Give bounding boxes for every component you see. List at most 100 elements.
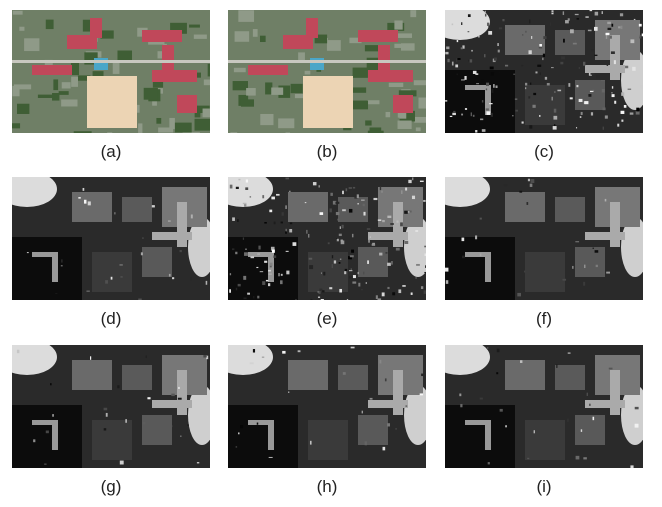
speckle xyxy=(272,250,275,253)
speckle xyxy=(591,112,593,115)
speckle xyxy=(575,241,579,242)
region xyxy=(142,415,172,445)
speckle xyxy=(545,77,547,80)
speckle xyxy=(365,441,367,445)
speckle xyxy=(330,208,332,212)
speckle xyxy=(373,198,377,200)
tree xyxy=(234,68,246,72)
speckle xyxy=(421,286,423,289)
speckle xyxy=(264,261,267,263)
region xyxy=(610,370,620,415)
speckle xyxy=(61,259,62,262)
speckle xyxy=(596,75,600,78)
image-panel xyxy=(12,177,210,300)
speckle xyxy=(120,461,124,465)
speckle xyxy=(298,350,301,352)
tree xyxy=(410,10,416,17)
speckle xyxy=(229,289,231,293)
tree xyxy=(394,20,402,29)
speckle xyxy=(632,67,635,71)
speckle xyxy=(614,101,616,104)
tree xyxy=(271,87,283,94)
image-panel xyxy=(445,177,643,300)
speckle xyxy=(497,43,499,46)
speckle xyxy=(269,210,272,213)
speckle xyxy=(346,188,348,191)
region xyxy=(393,370,403,415)
roof xyxy=(177,95,197,113)
speckle xyxy=(84,200,87,204)
speckle xyxy=(353,187,355,189)
speckle xyxy=(611,92,612,93)
tree xyxy=(260,36,266,42)
speckle xyxy=(420,181,424,182)
image-panel xyxy=(12,345,210,468)
speckle xyxy=(305,202,307,203)
region xyxy=(575,247,605,277)
roof xyxy=(358,30,398,42)
speckle xyxy=(244,252,248,256)
speckle xyxy=(473,115,475,117)
speckle xyxy=(453,111,455,113)
speckle xyxy=(639,35,641,39)
speckle xyxy=(530,83,531,85)
tree xyxy=(19,27,24,31)
speckle xyxy=(270,266,272,268)
tree xyxy=(113,62,120,74)
region xyxy=(358,247,388,277)
speckle xyxy=(570,29,574,33)
speckle xyxy=(552,97,553,101)
speckle xyxy=(636,111,640,115)
speckle xyxy=(180,436,181,437)
speckle xyxy=(528,96,530,98)
region xyxy=(505,360,545,390)
speckle xyxy=(594,55,597,56)
speckle xyxy=(335,202,339,204)
shadow xyxy=(445,70,515,133)
region xyxy=(308,252,348,292)
speckle xyxy=(90,356,91,359)
speckle xyxy=(342,225,344,229)
speckle xyxy=(339,234,342,236)
tree xyxy=(71,63,79,75)
speckle xyxy=(618,26,620,28)
speckle xyxy=(445,100,447,102)
speckle xyxy=(318,291,320,294)
speckle xyxy=(527,458,529,459)
speckle xyxy=(543,36,546,39)
speckle xyxy=(488,31,492,35)
speckle xyxy=(411,292,413,294)
tree xyxy=(12,123,20,128)
speckle xyxy=(588,94,591,97)
panel-label: (a) xyxy=(12,142,210,162)
tree xyxy=(253,29,258,37)
field xyxy=(303,76,353,128)
tree xyxy=(367,58,380,71)
speckle xyxy=(525,83,527,86)
tree xyxy=(17,104,29,114)
speckle xyxy=(521,65,523,66)
shadow xyxy=(228,237,298,300)
speckle xyxy=(308,234,309,238)
shadow xyxy=(12,405,82,468)
speckle xyxy=(485,14,486,17)
speckle xyxy=(473,71,477,74)
shadow xyxy=(12,237,82,300)
region xyxy=(575,415,605,445)
speckle xyxy=(257,423,258,425)
speckle xyxy=(480,218,482,220)
speckle xyxy=(478,36,480,38)
speckle xyxy=(487,347,488,348)
speckle xyxy=(625,66,628,68)
roof xyxy=(393,95,413,113)
tree xyxy=(398,33,412,38)
speckle xyxy=(206,281,208,285)
region xyxy=(52,420,58,450)
region xyxy=(338,365,368,390)
speckle xyxy=(519,191,522,193)
panel-label: (e) xyxy=(228,309,426,329)
speckle xyxy=(313,182,317,185)
speckle xyxy=(468,14,471,17)
speckle xyxy=(611,51,615,54)
speckle xyxy=(27,252,29,253)
